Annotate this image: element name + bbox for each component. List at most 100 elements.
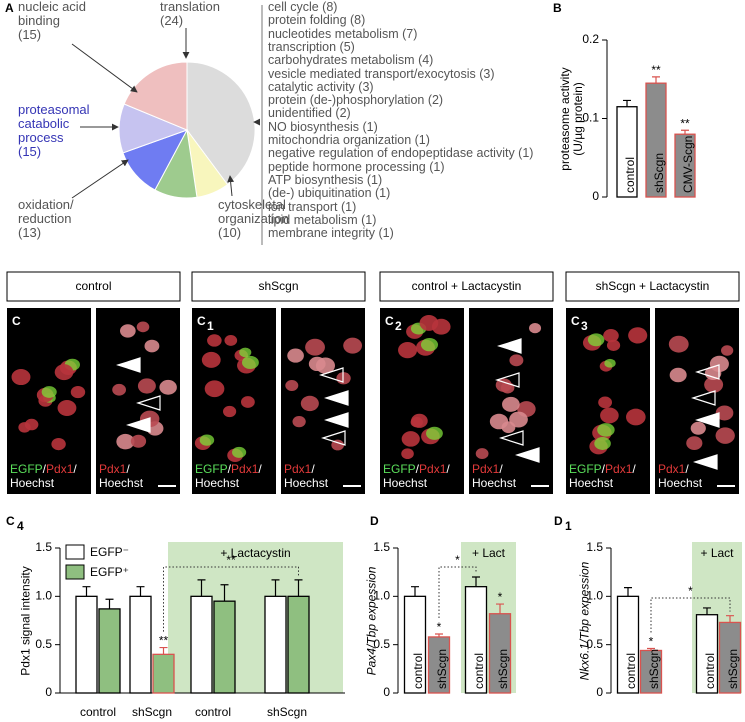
arrowhead: [695, 412, 720, 428]
micrograph-label: Hoechst: [383, 476, 428, 490]
label-part: Pdx1: [419, 462, 447, 476]
category-label: control: [472, 653, 486, 689]
pie-value-label: (13): [18, 225, 42, 240]
category-list-item: protein (de-)phosphorylation (2): [268, 93, 444, 108]
micrograph-label: EGFP/Pdx1/: [383, 462, 450, 476]
label-part: /: [685, 462, 689, 476]
error-bar: [136, 586, 145, 597]
y-tick-label: 1.5: [35, 540, 52, 554]
cell-nucleus: [331, 439, 345, 451]
label-part: Pdx1: [605, 462, 633, 476]
category-list-item: vesicle mediated transport/exocytosis (3…: [268, 66, 495, 81]
label-part: /: [258, 462, 262, 476]
category-list-item: membrane integrity (1): [268, 226, 394, 241]
y-axis-label: Pdx1 signal intensity: [18, 565, 33, 676]
pie-label: translation: [160, 0, 220, 14]
cell-nucleus: [144, 339, 160, 353]
cell-nucleus: [18, 422, 31, 433]
cell-nucleus: [119, 324, 136, 338]
significance: **: [651, 63, 661, 77]
cell-nucleus: [204, 380, 225, 398]
cell-nucleus: [136, 321, 150, 333]
micrograph-label: Hoechst: [99, 476, 144, 490]
category-list-item: mitochondria organization (1): [268, 133, 430, 147]
micrograph-label: Pdx1/: [284, 462, 315, 476]
error-bar: [472, 576, 480, 587]
cell-nucleus: [11, 368, 31, 386]
error-bar: [681, 129, 689, 135]
error-bar: [105, 598, 114, 609]
pie-arrows: [71, 28, 261, 199]
cell-nucleus: [159, 379, 177, 395]
bar: [213, 600, 236, 694]
bracket: [163, 566, 299, 632]
cell-nucleus: [668, 335, 689, 353]
category-list-item: lipid metabolism (1): [268, 212, 377, 227]
bracket-label: *: [688, 584, 693, 598]
cell-nucleus: [704, 376, 724, 393]
bar: [287, 595, 310, 694]
label-part: /: [602, 462, 606, 476]
category-list-item: ATP biosynthesis (1): [268, 172, 383, 187]
bracket-label: **: [226, 553, 236, 567]
cell-nucleus: [137, 378, 156, 394]
egfp-cell: [597, 423, 615, 437]
micrograph-panel-label-sub: 1: [207, 319, 214, 333]
error-bar: [496, 603, 504, 614]
cell-nucleus: [70, 385, 86, 399]
pie-label: cytoskeletal organization: [218, 197, 289, 226]
label-part: Pdx1: [99, 462, 127, 476]
condition-header: control + Lactacystin: [412, 279, 522, 293]
cell-nucleus: [669, 367, 687, 383]
micrograph-label: EGFP/Pdx1/: [569, 462, 636, 476]
y-tick-label: 1.0: [586, 589, 603, 603]
x-tick-label: shScgn: [267, 705, 307, 719]
category-label: control: [624, 653, 638, 689]
category-list-item: ion transport (1): [268, 199, 357, 214]
arrow: [71, 159, 129, 199]
label-part: Hoechst: [195, 476, 240, 490]
error-bar: [652, 76, 660, 84]
bracket: [438, 566, 477, 619]
cell-nucleus: [201, 351, 221, 368]
cell-nucleus: [287, 348, 304, 363]
egfp-cell: [426, 426, 443, 440]
category-list-item: catalytic activity (3): [268, 79, 374, 94]
pie-value-label: (24): [160, 13, 184, 28]
category-list-item: (de-) ubiquitination (1): [268, 186, 391, 201]
error-bar: [220, 584, 229, 602]
condition-header-box: [6, 271, 181, 302]
label-part: /: [416, 462, 420, 476]
micrograph-panel-label: C: [571, 314, 580, 328]
y-tick-label: 1.0: [373, 589, 390, 603]
category-label: shScgn: [496, 649, 510, 689]
cell-nucleus: [401, 448, 414, 460]
label-part: Pdx1: [472, 462, 500, 476]
cell-nucleus: [603, 329, 619, 343]
label-part: /: [499, 462, 503, 476]
micrograph-panel-label-sub: 2: [395, 319, 402, 333]
pie-label: oxidation/ reduction: [18, 197, 74, 226]
cell-nucleus: [112, 383, 127, 396]
significance: *: [649, 635, 654, 649]
cell-nucleus: [626, 408, 646, 426]
error-bar: [647, 647, 655, 651]
micrograph-label: Pdx1/: [658, 462, 689, 476]
category-label: control: [411, 653, 425, 689]
cell-nucleus: [715, 405, 734, 421]
label-part: /: [632, 462, 636, 476]
error-bar: [271, 579, 280, 597]
cell-nucleus: [224, 335, 238, 346]
panel-label: B: [553, 1, 562, 15]
cell-nucleus: [130, 434, 147, 448]
cell-nucleus: [475, 448, 489, 460]
label-part: EGFP: [383, 462, 416, 476]
bar: [152, 653, 175, 694]
y-axis-label: proteasome activity (U/µg protein): [558, 66, 585, 171]
error-bar: [411, 586, 419, 597]
error-bar: [623, 99, 631, 107]
category-list-item: negative regulation of endopeptidase act…: [268, 146, 534, 161]
panel-label-sub: 4: [17, 519, 24, 533]
pie-slice: [186, 61, 256, 186]
